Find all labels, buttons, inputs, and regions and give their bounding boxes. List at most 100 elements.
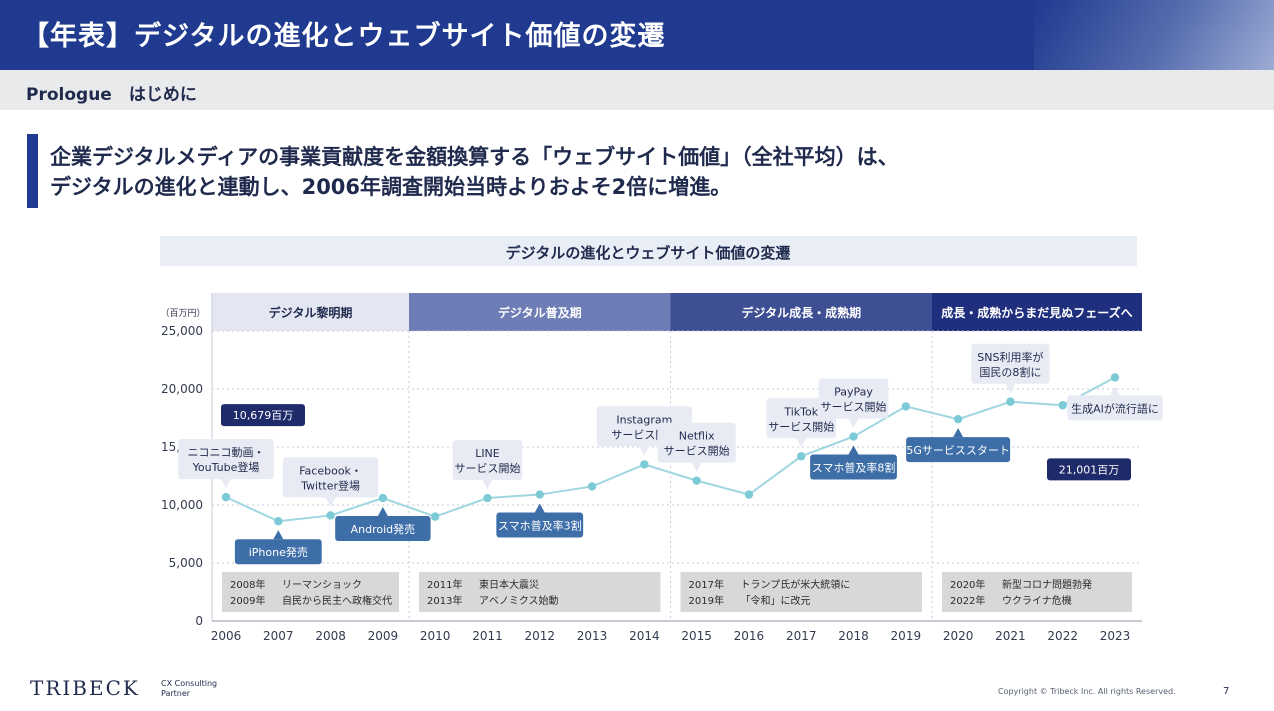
data-point — [535, 490, 544, 499]
milestone-callout-pointer — [273, 530, 284, 540]
milestone-callout-box — [657, 422, 736, 463]
phase-label: デジタル黎明期 — [269, 305, 353, 320]
event-year: 2017年 — [689, 578, 724, 591]
x-tick-label: 2016 — [734, 629, 765, 643]
milestone-callout-text: iPhone発売 — [249, 545, 308, 559]
data-point — [326, 511, 335, 520]
data-point — [1058, 401, 1067, 410]
y-tick-label: 5,000 — [169, 556, 203, 570]
milestone-callout-pointer — [1005, 383, 1016, 393]
y-unit-label: （百万円） — [160, 308, 205, 319]
event-box — [680, 572, 922, 612]
x-tick-label: 2022 — [1047, 629, 1078, 643]
milestone-callout-box — [496, 512, 584, 538]
data-point — [430, 512, 440, 521]
milestone-callout-box — [234, 539, 322, 565]
x-tick-label: 2021 — [995, 629, 1026, 643]
milestone-callout-pointer — [377, 507, 388, 517]
data-point — [483, 493, 492, 503]
value-label-text: 10,679百万 — [233, 409, 294, 422]
x-tick-label: 2014 — [629, 629, 660, 643]
value-line — [225, 376, 1116, 523]
header-sheen — [1034, 0, 1274, 70]
y-tick-label: 20,000 — [161, 382, 203, 396]
header-bar: 【年表】デジタルの進化とウェブサイト価値の変遷 — [0, 0, 1274, 70]
event-year: 2008年 — [230, 578, 265, 591]
event-year: 2022年 — [950, 594, 985, 607]
data-point — [1110, 373, 1120, 382]
x-tick-label: 2009 — [368, 629, 399, 643]
milestone-callout-box — [282, 457, 379, 498]
chart-title: デジタルの進化とウェブサイト価値の変遷 — [506, 244, 791, 262]
chart-title-band — [160, 236, 1137, 266]
lead-accent-bar — [27, 134, 38, 208]
phase-label: デジタル普及期 — [498, 305, 582, 320]
value-label-box — [221, 404, 305, 427]
x-tick-label: 2020 — [943, 629, 974, 643]
data-point — [953, 414, 963, 424]
section-bar: Prologue はじめに — [0, 70, 1274, 110]
milestone-callout-pointer — [953, 428, 964, 438]
lead-text: 企業デジタルメディアの事業貢献度を金額換算する「ウェブサイト価値」（全社平均）は… — [50, 142, 899, 202]
milestone-callout-text: サービス開始 — [821, 400, 887, 414]
event-text: 「令和」に改元 — [741, 594, 811, 607]
milestone-callout-text: Android発売 — [351, 522, 416, 536]
event-year: 2011年 — [427, 578, 462, 591]
x-tick-label: 2011 — [472, 629, 503, 643]
page-number: 7 — [1223, 686, 1230, 697]
milestone-callout-box — [818, 378, 889, 419]
x-tick-label: 2015 — [681, 629, 712, 643]
tagline-line-2: Partner — [161, 689, 191, 698]
milestone-callout-pointer — [534, 503, 545, 513]
phase-band — [670, 293, 932, 331]
value-label-text: 21,001百万 — [1059, 463, 1120, 476]
milestone-callout-text: 国民の8割に — [979, 365, 1041, 379]
data-point — [587, 482, 597, 491]
milestone-callout-text: Instagram — [616, 413, 672, 426]
copyright-notice: Copyright © Tribeck Inc. All rights Rese… — [998, 687, 1176, 696]
data-point — [378, 493, 388, 503]
milestone-callout-text: PayPay — [834, 386, 873, 399]
company-tagline: CX Consulting Partner — [161, 679, 217, 699]
event-text: リーマンショック — [282, 579, 362, 591]
milestone-callout-text: スマホ普及率3割 — [498, 519, 582, 533]
event-text: トランプ氏が米大統領に — [741, 578, 851, 591]
section-label: Prologue はじめに — [26, 85, 197, 105]
event-box — [419, 572, 661, 612]
milestone-callout-text: サービス開始 — [454, 461, 520, 475]
phase-band — [931, 293, 1142, 331]
x-tick-label: 2010 — [420, 629, 451, 643]
milestone-callout-text: Netflix — [679, 430, 715, 443]
data-point — [744, 490, 754, 499]
event-box — [941, 572, 1132, 612]
data-point — [901, 402, 911, 411]
data-point — [692, 476, 701, 485]
phase-band — [212, 293, 410, 331]
event-year: 2009年 — [230, 594, 265, 607]
event-year: 2019年 — [689, 594, 724, 607]
milestone-callout-box — [971, 343, 1050, 384]
milestone-callout-text: TikTok — [783, 405, 818, 418]
milestone-callout-box — [178, 439, 274, 480]
milestone-callout-text: SNS利用率が — [977, 350, 1043, 364]
x-tick-label: 2013 — [577, 629, 608, 643]
data-point — [797, 452, 806, 461]
milestone-callout-text: 5Gサービススタート — [906, 444, 1010, 457]
x-tick-label: 2023 — [1100, 629, 1131, 643]
page-title: 【年表】デジタルの進化とウェブサイト価値の変遷 — [22, 21, 666, 52]
value-label-box — [1047, 458, 1131, 481]
x-tick-label: 2012 — [524, 629, 555, 643]
x-tick-label: 2019 — [891, 629, 922, 643]
x-tick-label: 2007 — [263, 629, 294, 643]
lead-line-1: 企業デジタルメディアの事業貢献度を金額換算する「ウェブサイト価値」（全社平均）は… — [50, 145, 899, 169]
milestone-callout-text: 生成AIが流行語に — [1071, 401, 1159, 415]
milestone-callout-pointer — [639, 446, 650, 456]
phase-label: 成長・成熟からまだ見ぬフェーズへ — [941, 305, 1132, 320]
milestone-callout-pointer — [848, 445, 859, 455]
data-point — [1006, 397, 1015, 406]
x-tick-label: 2018 — [838, 629, 869, 643]
tagline-line-1: CX Consulting — [161, 679, 218, 688]
milestone-callout-pointer — [848, 418, 859, 428]
y-tick-label: 10,000 — [161, 498, 203, 512]
